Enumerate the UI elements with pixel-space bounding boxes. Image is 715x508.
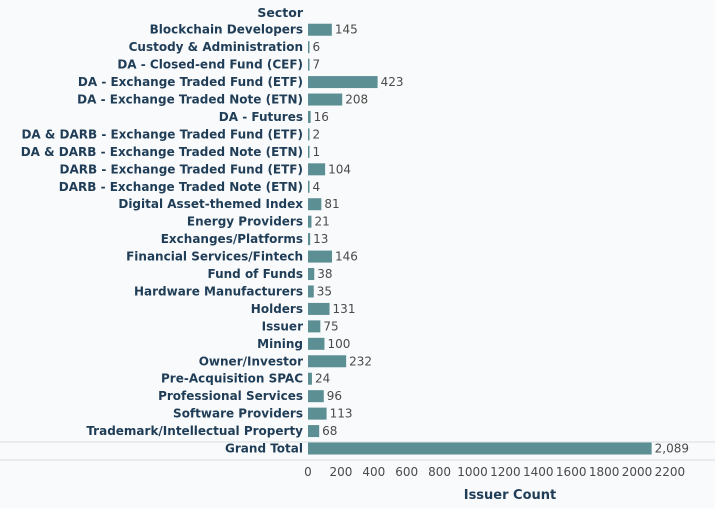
bar — [308, 390, 324, 403]
category-label: DA - Futures — [219, 110, 303, 124]
value-label: 7 — [313, 58, 321, 72]
bar — [308, 285, 314, 298]
bar — [308, 250, 333, 263]
category-label: Blockchain Developers — [150, 23, 303, 37]
bar — [308, 23, 332, 36]
category-label: Custody & Administration — [129, 40, 303, 54]
category-label: Issuer — [262, 319, 303, 333]
x-axis-title: Issuer Count — [464, 488, 557, 503]
value-label: 145 — [335, 23, 358, 37]
bar — [308, 268, 315, 281]
value-label: 113 — [330, 407, 353, 421]
x-tick-label: 0 — [304, 465, 312, 479]
category-label: DA - Exchange Traded Note (ETN) — [77, 93, 303, 107]
bar — [308, 372, 312, 385]
value-label: 131 — [333, 302, 356, 316]
category-label: Financial Services/Fintech — [126, 250, 303, 264]
category-label: Exchanges/Platforms — [161, 232, 303, 246]
bar — [308, 128, 310, 141]
category-label: Owner/Investor — [199, 354, 303, 368]
value-label: 38 — [317, 267, 332, 281]
bars-group: Blockchain Developers 145 Custody & Admini… — [21, 23, 689, 456]
bar — [308, 442, 652, 455]
bar — [308, 198, 322, 211]
x-tick-label: 600 — [395, 465, 418, 479]
category-label: Holders — [251, 302, 303, 316]
value-label: 4 — [313, 180, 321, 194]
value-label: 6 — [313, 40, 321, 54]
x-tick-label: 2200 — [655, 465, 686, 479]
row-header: Sector — [257, 5, 303, 20]
x-tick-label: 1200 — [490, 465, 521, 479]
category-label: DA & DARB - Exchange Traded Note (ETN) — [21, 145, 303, 159]
category-label: DA - Exchange Traded Fund (ETF) — [78, 75, 303, 89]
value-label: 24 — [315, 372, 330, 386]
bar — [308, 233, 311, 246]
value-label: 16 — [314, 110, 329, 124]
x-tick-label: 1800 — [589, 465, 620, 479]
bar — [308, 41, 310, 54]
value-label: 1 — [313, 145, 321, 159]
category-label: Hardware Manufacturers — [134, 284, 303, 298]
bar — [308, 407, 327, 420]
category-label: Software Providers — [173, 407, 303, 421]
category-label: Mining — [257, 337, 303, 351]
category-label: Fund of Funds — [207, 267, 303, 281]
category-label: Pre-Acquisition SPAC — [161, 372, 303, 386]
value-label: 208 — [345, 93, 368, 107]
x-tick-label: 400 — [362, 465, 385, 479]
bar — [308, 320, 321, 333]
category-label: DARB - Exchange Traded Fund (ETF) — [60, 162, 304, 176]
value-label: 13 — [313, 232, 328, 246]
value-label: 104 — [328, 162, 351, 176]
category-label: Grand Total — [225, 442, 303, 456]
category-label: Trademark/Intellectual Property — [86, 424, 303, 438]
value-label: 96 — [327, 389, 342, 403]
category-label: DA & DARB - Exchange Traded Fund (ETF) — [21, 127, 303, 141]
bar — [308, 145, 310, 158]
x-tick-label: 200 — [329, 465, 352, 479]
x-tick-label: 1600 — [556, 465, 587, 479]
bar — [308, 93, 343, 106]
value-label: 100 — [327, 337, 350, 351]
bar — [308, 355, 347, 368]
value-label: 35 — [317, 284, 332, 298]
category-label: Professional Services — [158, 389, 303, 403]
value-label: 2,089 — [655, 442, 689, 456]
value-label: 423 — [381, 75, 404, 89]
category-label: Digital Asset-themed Index — [118, 197, 303, 211]
x-tick-label: 1400 — [523, 465, 554, 479]
value-label: 232 — [349, 354, 372, 368]
bar — [308, 163, 326, 176]
value-label: 68 — [322, 424, 337, 438]
bar — [308, 58, 310, 71]
x-axis: 0 200 400 600 800 1000 1200 1400 1600 1800 2000 220… — [304, 465, 685, 479]
x-tick-label: 1000 — [457, 465, 488, 479]
category-label: DA - Closed-end Fund (CEF) — [117, 58, 303, 72]
value-label: 75 — [323, 319, 338, 333]
value-label: 2 — [313, 127, 321, 141]
bar — [308, 76, 378, 89]
value-label: 146 — [335, 250, 358, 264]
bar — [308, 425, 320, 438]
bar — [308, 215, 312, 228]
x-tick-label: 2000 — [622, 465, 653, 479]
value-label: 21 — [314, 215, 329, 229]
value-label: 81 — [324, 197, 339, 211]
bar — [308, 180, 310, 193]
bar — [308, 110, 311, 123]
category-label: Energy Providers — [187, 215, 303, 229]
category-label: DARB - Exchange Traded Note (ETN) — [59, 180, 303, 194]
x-tick-label: 800 — [428, 465, 451, 479]
bar — [308, 302, 330, 315]
bar — [308, 337, 325, 350]
